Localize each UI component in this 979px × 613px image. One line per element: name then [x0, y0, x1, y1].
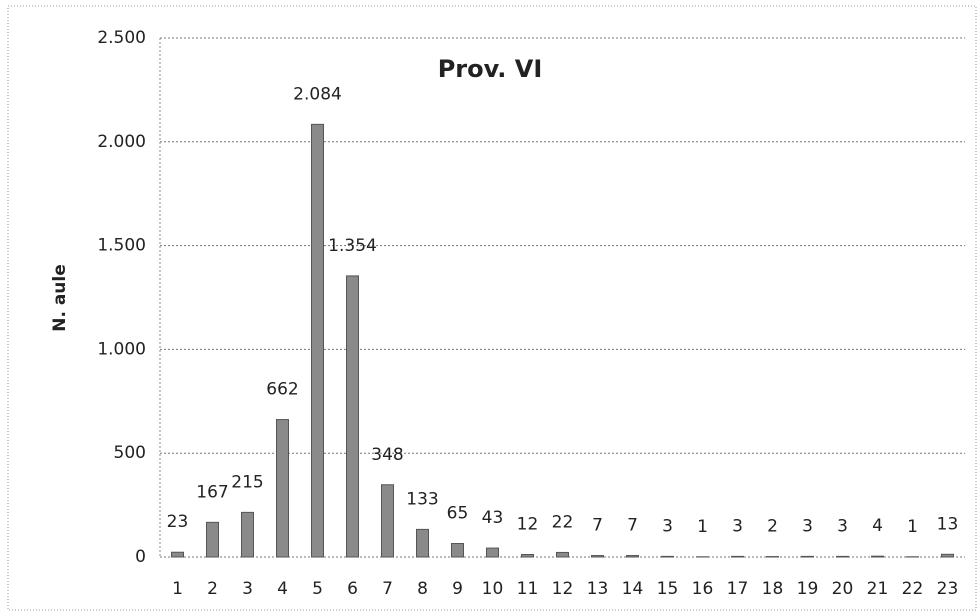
x-tick-label: 7: [382, 579, 393, 599]
x-tick-label: 11: [517, 579, 539, 599]
bar: [731, 555, 744, 558]
bar: [416, 528, 429, 558]
bar: [486, 547, 499, 558]
value-label: 12: [517, 515, 539, 535]
x-tick-label: 21: [867, 579, 889, 599]
value-label: 2.084: [293, 84, 342, 104]
value-label: 23: [167, 512, 189, 532]
bar: [276, 419, 289, 558]
bar: [556, 551, 569, 558]
x-tick-label: 23: [937, 579, 959, 599]
x-tick-label: 12: [552, 579, 574, 599]
bar: [801, 555, 814, 558]
y-tick-label: 1.000: [97, 339, 146, 359]
bar: [871, 555, 884, 558]
value-label: 662: [266, 380, 298, 400]
bar: [381, 484, 394, 558]
value-label: 1.354: [328, 236, 377, 256]
y-tick-label: 0: [135, 547, 146, 567]
chart-frame: [7, 5, 977, 611]
x-tick-label: 15: [657, 579, 679, 599]
bar: [626, 555, 639, 558]
y-tick-label: 500: [114, 443, 146, 463]
value-label: 7: [592, 516, 603, 536]
value-label: 13: [937, 514, 959, 534]
value-label: 3: [662, 516, 673, 536]
x-tick-label: 14: [622, 579, 644, 599]
value-label: 3: [802, 516, 813, 536]
x-tick-label: 4: [277, 579, 288, 599]
x-tick-label: 1: [172, 579, 183, 599]
y-tick-label: 2.500: [97, 28, 146, 48]
value-label: 22: [552, 512, 574, 532]
value-label: 3: [837, 516, 848, 536]
x-tick-label: 5: [312, 579, 323, 599]
bar: [521, 554, 534, 558]
x-tick-label: 2: [207, 579, 218, 599]
bar: [171, 551, 184, 558]
bar: [346, 275, 359, 558]
x-tick-label: 9: [452, 579, 463, 599]
x-tick-label: 20: [832, 579, 854, 599]
x-tick-label: 17: [727, 579, 749, 599]
y-axis-label: N. aule: [50, 264, 70, 332]
bar: [451, 543, 464, 558]
value-label: 133: [406, 489, 438, 509]
value-label: 1: [697, 517, 708, 537]
x-tick-label: 3: [242, 579, 253, 599]
value-label: 167: [196, 482, 228, 502]
value-label: 1: [907, 517, 918, 537]
value-label: 3: [732, 516, 743, 536]
bar: [661, 555, 674, 558]
x-tick-label: 13: [587, 579, 609, 599]
x-tick-label: 8: [417, 579, 428, 599]
bar: [241, 511, 254, 558]
x-tick-label: 19: [797, 579, 819, 599]
value-label: 7: [627, 516, 638, 536]
value-label: 348: [371, 445, 403, 465]
value-label: 2: [767, 517, 778, 537]
bar: [591, 555, 604, 558]
bar: [206, 521, 219, 558]
bar: [836, 555, 849, 558]
value-label: 43: [482, 508, 504, 528]
value-label: 65: [447, 504, 469, 524]
value-label: 4: [872, 516, 883, 536]
x-tick-label: 10: [482, 579, 504, 599]
x-tick-label: 16: [692, 579, 714, 599]
y-tick-label: 1.500: [97, 236, 146, 256]
x-tick-label: 18: [762, 579, 784, 599]
bar: [941, 553, 954, 558]
x-tick-label: 6: [347, 579, 358, 599]
chart-title: Prov. VI: [438, 55, 543, 83]
value-label: 215: [231, 472, 263, 492]
x-tick-label: 22: [902, 579, 924, 599]
y-tick-label: 2.000: [97, 132, 146, 152]
bar: [311, 123, 324, 558]
